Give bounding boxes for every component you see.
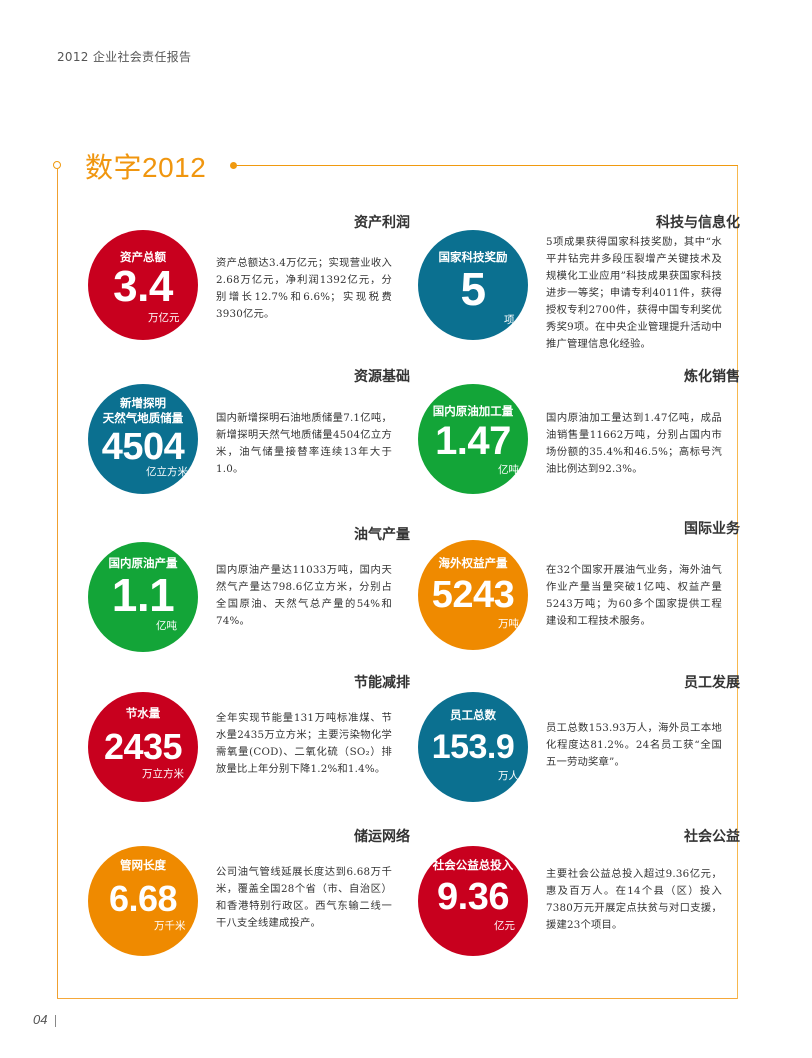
stat-circle: 海外权益产量 5243 万吨 bbox=[418, 540, 528, 650]
section-description: 员工总数153.93万人，海外员工本地化程度达81.2%。24名员工获“全国五一… bbox=[546, 722, 722, 768]
section-description: 资产总额达3.4万亿元；实现营业收入2.68万亿元，净利润1392亿元，分别增长… bbox=[216, 257, 392, 320]
section-description: 在32个国家开展油气业务，海外油气作业产量当量突破1亿吨、权益产量5243万吨；… bbox=[546, 564, 722, 627]
section-social-welfare: 社会公益 社会公益总投入 9.36 亿元 主要社会公益总投入超过9.36亿元，惠… bbox=[410, 826, 740, 976]
stat-label: 资产总额 bbox=[120, 250, 166, 264]
frame-bottom-line bbox=[57, 998, 738, 999]
stat-circle: 国内原油加工量 1.47 亿吨 bbox=[418, 384, 528, 494]
stat-value: 5243 bbox=[431, 574, 515, 616]
stat-unit: 亿吨 bbox=[498, 464, 519, 476]
section-oil-gas-output: 油气产量 国内原油产量 1.1 亿吨 国内原油产量达11033万吨，国内天然气产… bbox=[80, 524, 410, 674]
page-title: 数字2012 bbox=[85, 152, 207, 183]
stat-label: 新增探明 bbox=[120, 396, 166, 410]
section-description: 公司油气管线延展长度达到6.68万千米，覆盖全国28个省（市、自治区）和香港特别… bbox=[216, 866, 392, 929]
section-assets-profit: 资产利润 资产总额 3.4 万亿元 资产总额达3.4万亿元；实现营业收入2.68… bbox=[80, 212, 410, 362]
stat-circle: 新增探明 天然气地质储量 4504 亿立方米 bbox=[88, 384, 198, 494]
stat-label: 社会公益总投入 bbox=[432, 858, 514, 872]
stat-value: 153.9 bbox=[431, 728, 515, 766]
stat-label: 管网长度 bbox=[120, 858, 166, 872]
frame-right-line bbox=[737, 165, 738, 999]
stat-unit: 万亿元 bbox=[148, 312, 180, 324]
frame-top-line bbox=[234, 165, 738, 166]
stat-value: 2435 bbox=[103, 726, 183, 767]
frame-ring-icon bbox=[53, 161, 61, 169]
stat-value: 9.36 bbox=[437, 876, 509, 918]
report-header: 2012 企业社会责任报告 bbox=[57, 50, 192, 64]
stat-unit: 亿立方米 bbox=[146, 466, 188, 478]
stat-unit: 万吨 bbox=[498, 618, 519, 630]
stat-circle: 管网长度 6.68 万千米 bbox=[88, 846, 198, 956]
stat-label-line2: 天然气地质储量 bbox=[102, 411, 184, 425]
section-international: 国际业务 海外权益产量 5243 万吨 在32个国家开展油气业务，海外油气作业产… bbox=[410, 518, 740, 668]
section-description: 主要社会公益总投入超过9.36亿元，惠及百万人。在14个县（区）投入7380万元… bbox=[546, 868, 722, 931]
section-energy-saving: 节能减排 节水量 2435 万立方米 全年实现节能量131万吨标准煤、节水量24… bbox=[80, 672, 410, 822]
section-heading: 炼化销售 bbox=[684, 369, 740, 385]
stat-value: 4504 bbox=[101, 426, 185, 468]
section-description: 5项成果获得国家科技奖励，其中“水平井钻完井多段压裂增产关键技术及规模化工业应用… bbox=[546, 236, 722, 350]
section-heading: 节能减排 bbox=[354, 675, 410, 691]
section-description: 国内原油产量达11033万吨，国内天然气产量达798.6亿立方米，分别占全国原油… bbox=[216, 564, 392, 627]
stat-value: 1.47 bbox=[435, 419, 511, 463]
section-resources: 资源基础 新增探明 天然气地质储量 4504 亿立方米 国内新增探明石油地质储量… bbox=[80, 366, 410, 516]
stat-circle: 节水量 2435 万立方米 bbox=[88, 692, 198, 802]
section-refining-sales: 炼化销售 国内原油加工量 1.47 亿吨 国内原油加工量达到1.47亿吨，成品油… bbox=[410, 366, 740, 516]
stat-value: 6.68 bbox=[108, 878, 178, 919]
section-heading: 储运网络 bbox=[354, 829, 410, 845]
section-description: 国内原油加工量达到1.47亿吨，成品油销售量11662万吨，分别占国内市场份额的… bbox=[546, 412, 722, 475]
section-heading: 社会公益 bbox=[684, 829, 740, 845]
section-employees: 员工发展 员工总数 153.9 万人 员工总数153.93万人，海外员工本地化程… bbox=[410, 672, 740, 822]
stat-circle: 国家科技奖励 5 项 bbox=[418, 230, 528, 340]
frame-left-line bbox=[57, 169, 58, 998]
stat-unit: 亿吨 bbox=[156, 620, 177, 632]
section-heading: 资源基础 bbox=[354, 369, 410, 385]
section-heading: 资产利润 bbox=[354, 215, 410, 231]
section-heading: 科技与信息化 bbox=[656, 215, 740, 231]
section-heading: 国际业务 bbox=[684, 521, 740, 537]
page-number-divider bbox=[55, 1015, 56, 1027]
frame-dot-icon bbox=[230, 162, 237, 169]
stat-label: 海外权益产量 bbox=[438, 556, 508, 570]
stat-label: 国内原油产量 bbox=[108, 556, 178, 570]
page-number: 04 bbox=[33, 1012, 48, 1027]
stat-unit: 亿元 bbox=[494, 920, 515, 932]
section-tech-info: 科技与信息化 国家科技奖励 5 项 5项成果获得国家科技奖励，其中“水平井钻完井… bbox=[410, 212, 740, 362]
stat-circle: 社会公益总投入 9.36 亿元 bbox=[418, 846, 528, 956]
section-heading: 员工发展 bbox=[684, 675, 740, 691]
stat-label: 国家科技奖励 bbox=[438, 250, 508, 264]
stat-value: 1.1 bbox=[111, 569, 175, 621]
stat-label: 国内原油加工量 bbox=[432, 404, 514, 418]
stat-label: 节水量 bbox=[125, 706, 161, 720]
section-pipeline: 储运网络 管网长度 6.68 万千米 公司油气管线延展长度达到6.68万千米，覆… bbox=[80, 826, 410, 976]
stat-unit: 万人 bbox=[498, 770, 519, 782]
stat-circle: 资产总额 3.4 万亿元 bbox=[88, 230, 198, 340]
stat-unit: 万千米 bbox=[154, 920, 186, 932]
section-heading: 油气产量 bbox=[354, 527, 410, 543]
stat-unit: 万立方米 bbox=[142, 768, 184, 780]
stat-circle: 国内原油产量 1.1 亿吨 bbox=[88, 542, 198, 652]
stat-value: 5 bbox=[460, 263, 486, 315]
stat-unit: 项 bbox=[504, 314, 515, 326]
stat-circle: 员工总数 153.9 万人 bbox=[418, 692, 528, 802]
section-description: 国内新增探明石油地质储量7.1亿吨，新增探明天然气地质储量4504亿立方米，油气… bbox=[216, 412, 392, 475]
stat-value: 3.4 bbox=[113, 262, 173, 311]
section-description: 全年实现节能量131万吨标准煤、节水量2435万立方米；主要污染物化学需氧量(C… bbox=[216, 712, 392, 775]
stat-label: 员工总数 bbox=[450, 708, 496, 722]
